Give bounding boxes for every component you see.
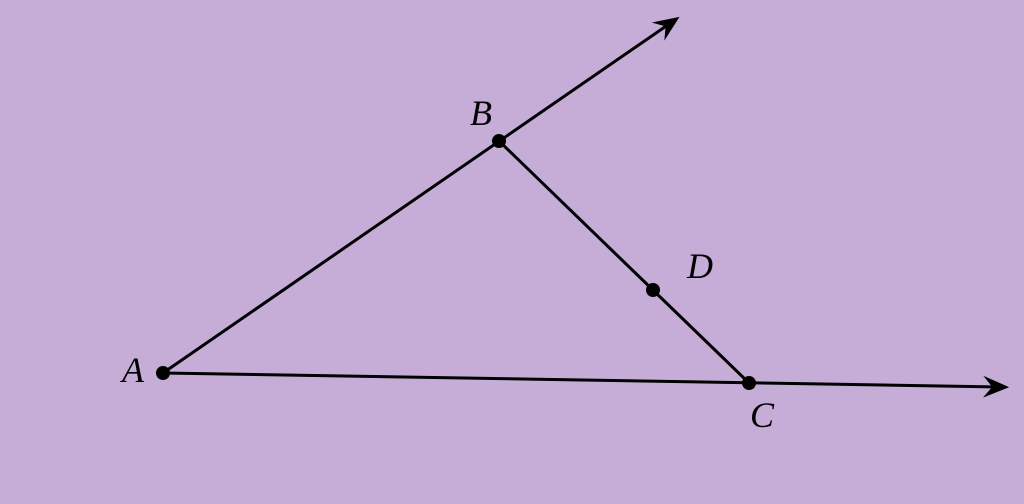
label-A: A [122, 349, 144, 391]
point-D [646, 283, 660, 297]
label-D: D [687, 245, 713, 287]
label-C: C [750, 394, 774, 436]
label-B: B [470, 92, 492, 134]
point-A [156, 366, 170, 380]
diagram-svg [0, 0, 1024, 504]
point-B [492, 134, 506, 148]
point-C [742, 376, 756, 390]
diagram-canvas: A B C D [0, 0, 1024, 504]
